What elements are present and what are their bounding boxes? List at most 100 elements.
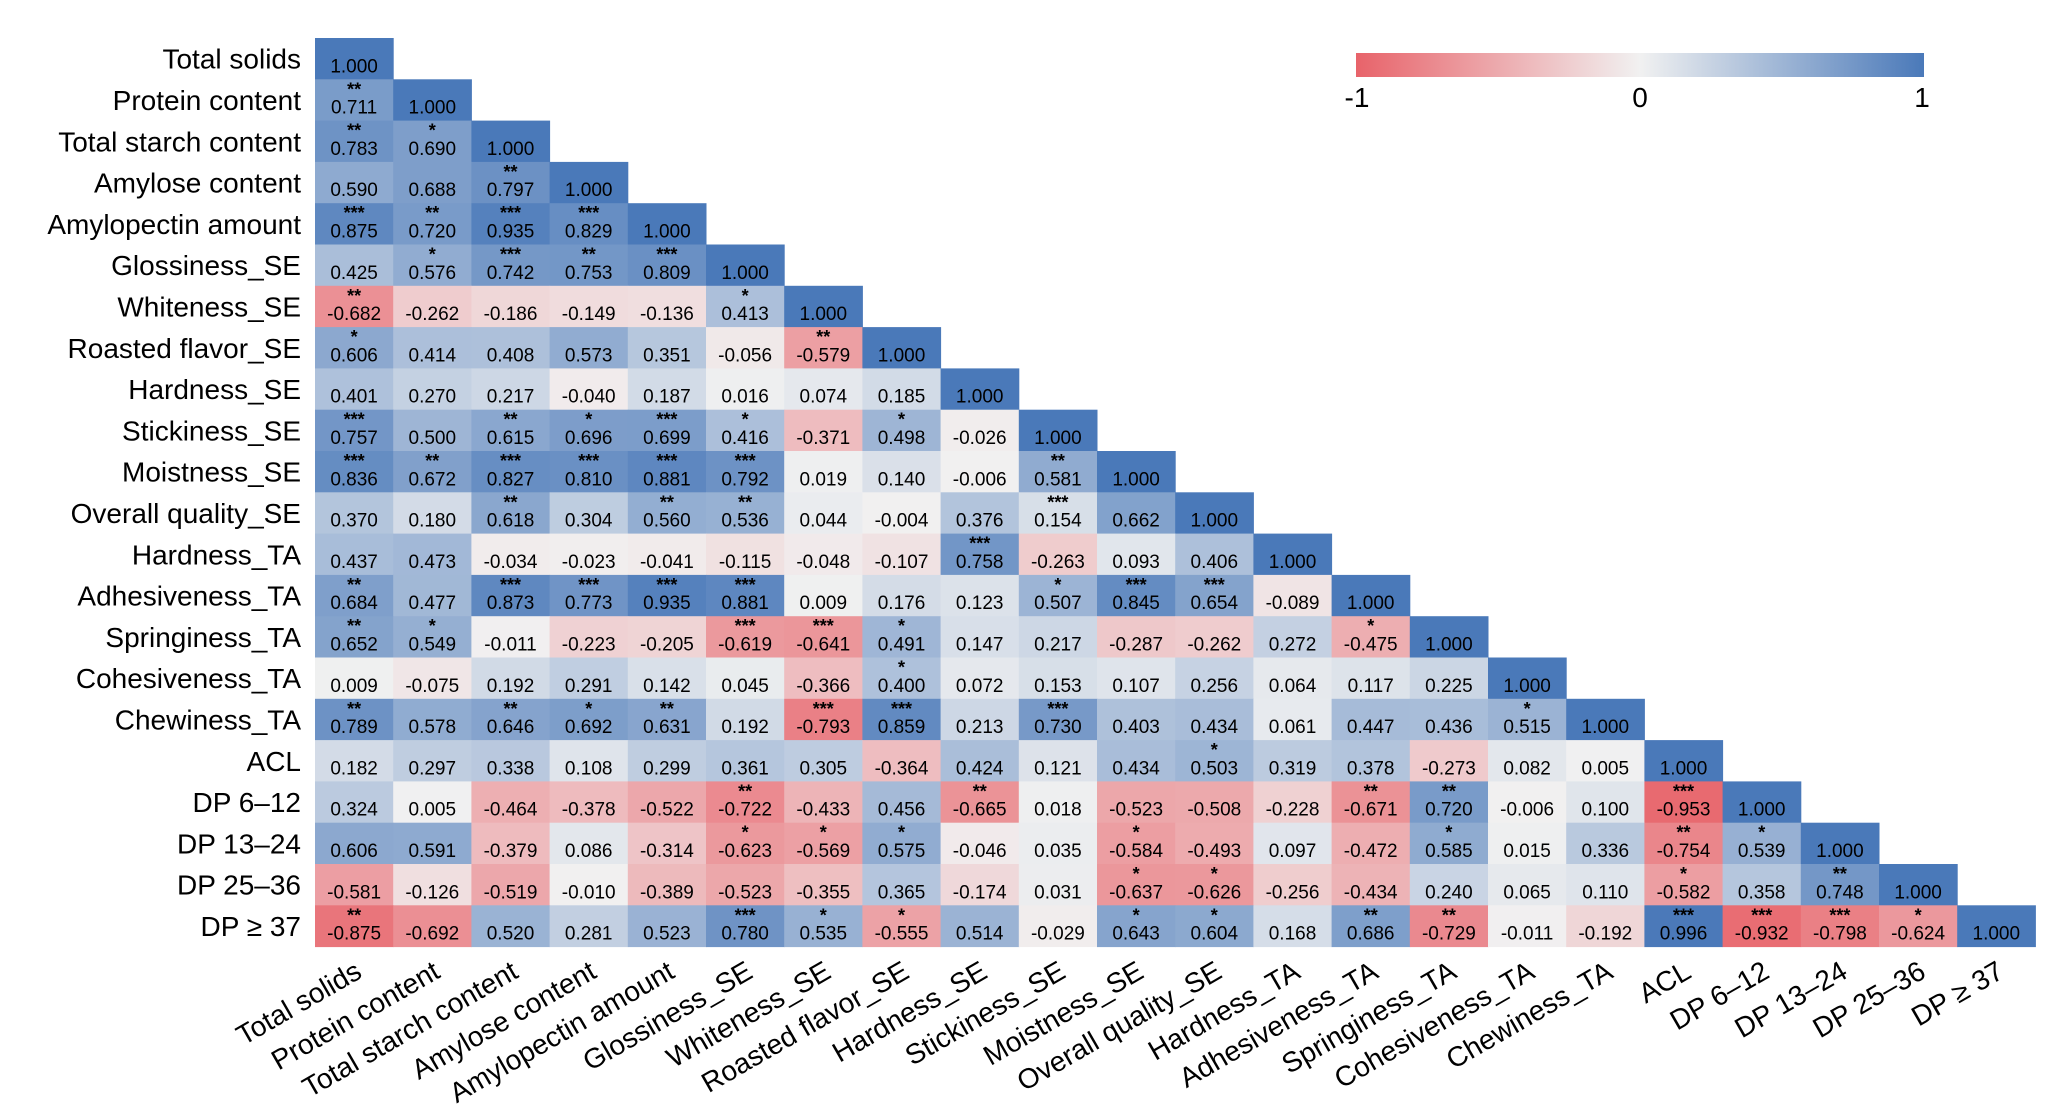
heatmap-cell — [549, 203, 629, 245]
cell-value-label: 0.338 — [487, 758, 535, 779]
cell-value-label: 0.646 — [487, 717, 535, 738]
heatmap-cell — [315, 451, 394, 493]
row-label: Hardness_SE — [128, 374, 301, 405]
cell-significance-label: * — [1054, 575, 1061, 595]
cell-significance-label: * — [585, 410, 592, 430]
heatmap-cell — [1018, 616, 1098, 658]
cell-value-label: -0.378 — [562, 800, 616, 821]
cell-value-label: 1.000 — [1347, 593, 1395, 614]
cell-value-label: -0.041 — [640, 552, 694, 573]
cell-value-label: 0.086 — [565, 841, 613, 862]
heatmap-cell — [315, 698, 394, 741]
heatmap-cell — [1097, 574, 1176, 617]
heatmap-cell — [549, 822, 629, 865]
heatmap-cell — [1018, 574, 1098, 617]
heatmap-cell — [1175, 698, 1254, 741]
cell-value-label: -0.262 — [1187, 635, 1241, 656]
cell-value-label: -0.262 — [405, 304, 459, 325]
cell-significance-label: * — [820, 823, 827, 843]
heatmap-cell — [1175, 822, 1254, 865]
cell-value-label: 0.192 — [721, 717, 769, 738]
cell-value-label: 0.536 — [721, 511, 769, 532]
cell-significance-label: ** — [582, 245, 596, 265]
heatmap-cell — [1018, 492, 1098, 535]
cell-value-label: 0.789 — [330, 717, 378, 738]
heatmap-cell — [940, 616, 1020, 658]
cell-value-label: 0.413 — [721, 304, 769, 325]
cell-significance-label: *** — [344, 410, 365, 430]
heatmap-cell — [1644, 864, 1724, 906]
heatmap-cell — [393, 698, 472, 741]
cell-value-label: -0.434 — [1344, 882, 1398, 903]
row-label: ACL — [247, 746, 301, 777]
cell-value-label: 0.730 — [1034, 717, 1082, 738]
heatmap-cell — [1175, 492, 1254, 535]
heatmap-cell — [471, 161, 551, 204]
cell-value-label: 1.000 — [1034, 428, 1082, 449]
cell-significance-label: * — [898, 410, 905, 430]
heatmap-cell — [471, 616, 551, 658]
cell-significance-label: *** — [500, 245, 521, 265]
heatmap-cell — [1175, 740, 1254, 782]
cell-significance-label: *** — [578, 451, 599, 471]
cell-value-label: 0.797 — [487, 180, 535, 201]
heatmap-cell — [1253, 864, 1333, 906]
heatmap-cell — [393, 203, 472, 245]
heatmap-cell — [1409, 616, 1489, 658]
cell-value-label: -0.508 — [1187, 800, 1241, 821]
cell-significance-label: * — [898, 823, 905, 843]
cell-value-label: 0.168 — [1269, 924, 1317, 945]
cell-value-label: -0.048 — [796, 552, 850, 573]
heatmap-cell — [1253, 533, 1333, 576]
cell-value-label: 0.187 — [643, 387, 691, 408]
cell-value-label: -0.619 — [718, 635, 772, 656]
heatmap-cell — [1409, 698, 1489, 741]
cell-value-label: 0.875 — [330, 222, 378, 243]
heatmap-cell — [1175, 657, 1254, 700]
cell-value-label: 0.447 — [1347, 717, 1395, 738]
cell-value-label: 0.581 — [1034, 469, 1082, 490]
heatmap-cell — [315, 616, 394, 658]
cell-value-label: 0.473 — [409, 552, 457, 573]
heatmap-cell — [393, 740, 472, 782]
cell-significance-label: *** — [344, 451, 365, 471]
cell-value-label: 0.180 — [409, 511, 457, 532]
cell-value-label: 0.523 — [643, 924, 691, 945]
heatmap-cell — [862, 492, 942, 535]
cell-value-label: 0.873 — [487, 593, 535, 614]
row-label: Roasted flavor_SE — [68, 333, 301, 364]
heatmap-cell — [784, 451, 863, 493]
cell-value-label: 0.515 — [1503, 717, 1551, 738]
heatmap-cell — [471, 864, 551, 906]
row-label: Total starch content — [58, 126, 301, 157]
heatmap-cell — [784, 327, 863, 369]
cell-value-label: 0.110 — [1582, 882, 1628, 903]
heatmap-cell — [1409, 864, 1489, 906]
cell-value-label: 0.757 — [330, 428, 378, 449]
cell-value-label: 0.829 — [565, 222, 613, 243]
cell-significance-label: ** — [347, 575, 361, 595]
heatmap-cell — [1488, 905, 1567, 948]
cell-value-label: 0.437 — [330, 552, 378, 573]
heatmap-cell — [1409, 781, 1489, 824]
heatmap-cell — [706, 244, 785, 287]
cell-significance-label: ** — [425, 203, 439, 223]
cell-value-label: 0.699 — [643, 428, 691, 449]
heatmap-cell — [471, 244, 551, 287]
cell-value-label: 0.009 — [330, 676, 378, 697]
cell-value-label: 1.000 — [1503, 676, 1551, 697]
row-label: Chewiness_TA — [115, 704, 302, 735]
cell-value-label: 0.401 — [330, 387, 378, 408]
heatmap-cell — [1331, 905, 1411, 948]
cell-value-label: 0.477 — [409, 593, 457, 614]
heatmap-cell — [706, 616, 785, 658]
heatmap-cell — [1800, 905, 1880, 948]
cell-value-label: 0.365 — [878, 882, 926, 903]
heatmap-cell — [1253, 574, 1333, 617]
heatmap-cell — [549, 244, 629, 287]
heatmap-cell — [393, 864, 472, 906]
heatmap-cell — [1018, 864, 1098, 906]
cell-value-label: 1.000 — [1269, 552, 1317, 573]
heatmap-cell — [862, 451, 942, 493]
cell-significance-label: ** — [503, 410, 517, 430]
